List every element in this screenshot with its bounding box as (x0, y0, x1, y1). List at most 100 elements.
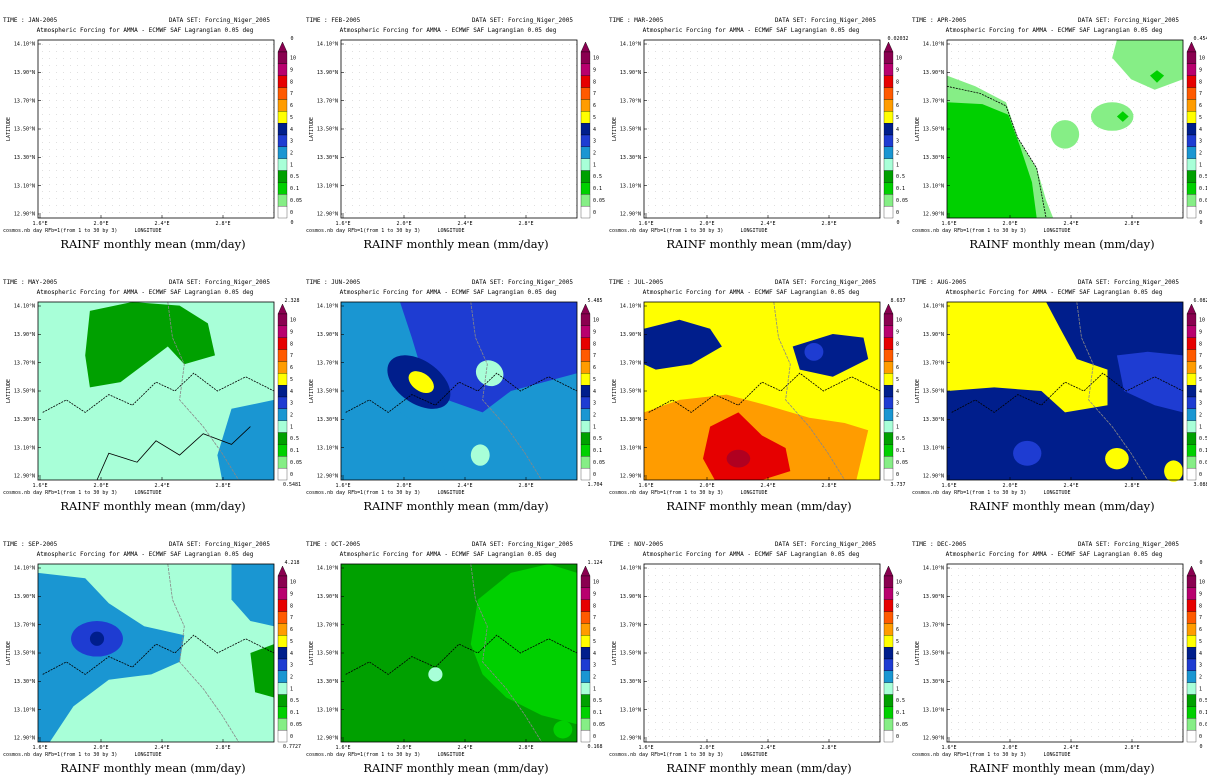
grid-dot (1119, 163, 1120, 164)
grid-dot (56, 149, 57, 150)
grid-dot (464, 58, 465, 59)
x-tick-label: 2.0°E (1002, 221, 1017, 227)
grid-dot (795, 72, 796, 73)
grid-dot (394, 149, 395, 150)
grid-dot (133, 51, 134, 52)
grid-dot (499, 72, 500, 73)
grid-dot (844, 205, 845, 206)
grid-dot (534, 51, 535, 52)
grid-dot (91, 121, 92, 122)
grid-dot (739, 51, 740, 52)
grid-dot (795, 58, 796, 59)
grid-dot (1091, 177, 1092, 178)
grid-dot (1063, 205, 1064, 206)
grid-dot (161, 58, 162, 59)
grid-dot (1154, 149, 1155, 150)
grid-dot (492, 149, 493, 150)
grid-dot (865, 44, 866, 45)
grid-dot (112, 100, 113, 101)
grid-dot (266, 44, 267, 45)
grid-dot (725, 198, 726, 199)
grid-dot (182, 107, 183, 108)
grid-dot (380, 86, 381, 87)
grid-dot (1056, 44, 1057, 45)
grid-dot (844, 79, 845, 80)
grid-dot (732, 163, 733, 164)
grid-dot (196, 177, 197, 178)
grid-dot (1084, 44, 1085, 45)
grid-dot (527, 156, 528, 157)
grid-dot (1056, 121, 1057, 122)
grid-dot (562, 72, 563, 73)
grid-dot (443, 107, 444, 108)
grid-dot (91, 79, 92, 80)
grid-dot (788, 205, 789, 206)
grid-dot (485, 121, 486, 122)
grid-dot (669, 198, 670, 199)
grid-dot (513, 65, 514, 66)
grid-dot (506, 79, 507, 80)
grid-dot (478, 86, 479, 87)
grid-dot (492, 100, 493, 101)
grid-dot (569, 156, 570, 157)
grid-dot (534, 93, 535, 94)
grid-dot (648, 114, 649, 115)
grid-dot (161, 107, 162, 108)
grid-dot (345, 205, 346, 206)
colorbar-arrow (1187, 42, 1196, 52)
grid-dot (655, 51, 656, 52)
grid-dot (352, 163, 353, 164)
grid-dot (872, 100, 873, 101)
grid-dot (669, 58, 670, 59)
y-tick-label: 13.30°N (317, 155, 338, 161)
colorbar-segment (1187, 99, 1196, 111)
dataset-label: DATA SET: Forcing_Niger_2005 (169, 17, 271, 24)
colorbar-arrow (278, 42, 287, 52)
grid-dot (781, 205, 782, 206)
grid-dot (154, 121, 155, 122)
grid-dot (1133, 100, 1134, 101)
grid-dot (443, 58, 444, 59)
x-tick-label: 2.8°E (215, 221, 230, 227)
grid-dot (562, 107, 563, 108)
grid-dot (98, 58, 99, 59)
grid-dot (401, 177, 402, 178)
grid-dot (266, 135, 267, 136)
grid-dot (436, 86, 437, 87)
colorbar-segment (581, 171, 590, 183)
grid-dot (1133, 93, 1134, 94)
grid-dot (725, 177, 726, 178)
grid-dot (210, 142, 211, 143)
grid-dot (450, 86, 451, 87)
grid-dot (718, 170, 719, 171)
grid-dot (823, 65, 824, 66)
grid-dot (42, 198, 43, 199)
grid-dot (84, 58, 85, 59)
grid-dot (648, 107, 649, 108)
grid-dot (42, 86, 43, 87)
grid-dot (450, 184, 451, 185)
grid-dot (49, 184, 50, 185)
grid-dot (1063, 65, 1064, 66)
grid-dot (1154, 121, 1155, 122)
grid-dot (119, 198, 120, 199)
grid-dot (872, 72, 873, 73)
grid-dot (760, 170, 761, 171)
grid-dot (767, 58, 768, 59)
grid-dot (196, 163, 197, 164)
grid-dot (77, 177, 78, 178)
grid-dot (1077, 114, 1078, 115)
colorbar-segment (278, 385, 287, 397)
grid-dot (56, 177, 57, 178)
grid-dot (690, 156, 691, 157)
grid-dot (443, 177, 444, 178)
grid-dot (725, 142, 726, 143)
grid-dot (697, 191, 698, 192)
dataset-label: DATA SET: Forcing_Niger_2005 (472, 17, 574, 24)
footer-note: cosmos.nb day RFb=1(from 1 to 30 by 3) (306, 228, 420, 234)
grid-dot (119, 170, 120, 171)
grid-dot (499, 142, 500, 143)
grid-dot (352, 205, 353, 206)
grid-dot (662, 135, 663, 136)
grid-dot (133, 163, 134, 164)
